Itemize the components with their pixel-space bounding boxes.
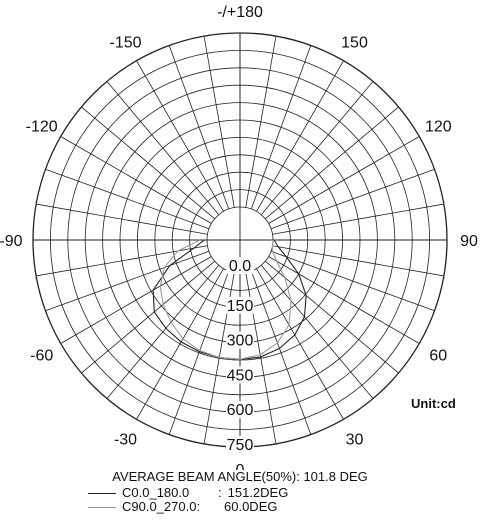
intensity-curves: [152, 239, 307, 360]
angle-label: 90: [460, 233, 478, 250]
series-curve-c90-270: [159, 239, 292, 360]
radial-tick-label: 150: [227, 298, 254, 315]
legend-swatch-c90-270: [88, 506, 116, 508]
legend: C0.0_180.0 : 151.2DEG C90.0_270.0: 60.0D…: [88, 486, 288, 514]
grid-spoke: [272, 203, 444, 235]
angle-label: -90: [0, 233, 23, 250]
grid-spoke: [260, 81, 374, 215]
legend-separator: :: [218, 485, 222, 500]
tick-label-backdrop: [226, 436, 254, 453]
polar-intensity-chart: 0 30 60 90 120 150 -/+180 -150 -120 -90 -60 -30 0.0…: [0, 4, 478, 470]
angle-label: 0: [236, 462, 245, 470]
grid-spoke: [260, 265, 374, 399]
grid-spoke: [45, 168, 210, 230]
radial-tick-label: 0.0: [229, 258, 251, 275]
legend-swatch-c0-180: [88, 492, 116, 494]
grid-spoke: [272, 245, 444, 277]
grid-spoke: [81, 106, 215, 220]
grid-spoke: [203, 36, 235, 208]
grid-spoke: [245, 36, 277, 208]
grid-spoke: [106, 81, 220, 215]
angle-label: 60: [429, 348, 447, 365]
legend-value: 151.2DEG: [227, 485, 289, 500]
angle-label: -60: [30, 348, 53, 365]
grid-spoke: [45, 250, 210, 312]
grid-spoke: [265, 260, 399, 374]
angle-label: 120: [425, 119, 452, 136]
grid-spoke: [250, 45, 312, 210]
grid-spoke: [81, 260, 215, 374]
radial-tick-label: 300: [227, 333, 254, 350]
radial-tick-labels: 0.0 150 300 450 600 750: [226, 257, 254, 454]
grid-spoke: [270, 168, 435, 230]
grid-spoke: [250, 270, 312, 435]
tick-label-backdrop: [226, 296, 254, 314]
grid-spoke: [270, 250, 435, 312]
grid-spoke: [136, 268, 224, 420]
grid-spoke: [60, 136, 212, 224]
grid-spoke: [168, 45, 230, 210]
grid-spoke: [60, 256, 212, 344]
grid-spoke: [268, 136, 420, 224]
radial-tick-label: 450: [227, 367, 254, 384]
legend-item-c90-270: C90.0_270.0: 60.0DEG: [88, 500, 288, 514]
angle-labels: 0 30 60 90 120 150 -/+180 -150 -120 -90 -60 -30: [0, 4, 478, 470]
grid-spoke: [265, 106, 399, 220]
angle-label: 150: [341, 35, 368, 52]
tick-label-backdrop: [226, 331, 254, 349]
tick-label-backdrop: [226, 401, 254, 419]
legend-value: 60.0DEG: [224, 499, 278, 514]
radial-tick-label: 600: [227, 402, 254, 419]
average-beam-angle: AVERAGE BEAM ANGLE(50%): 101.8 DEG: [112, 469, 368, 484]
angle-label: -120: [26, 119, 58, 136]
unit-label: Unit:cd: [411, 396, 456, 411]
legend-item-c0-180: C0.0_180.0 : 151.2DEG: [88, 486, 288, 500]
grid-spoke: [36, 203, 208, 235]
angle-label: -/+180: [217, 4, 263, 21]
legend-label: C0.0_180.0: [122, 485, 190, 500]
angle-label: -30: [114, 431, 137, 448]
angular-spokes: [33, 33, 447, 447]
angle-label: 30: [346, 431, 364, 448]
tick-label-backdrop: [226, 366, 254, 384]
grid-spoke: [256, 60, 344, 212]
tick-label-backdrop: [226, 257, 254, 274]
angle-label: -150: [109, 35, 141, 52]
grid-spoke: [168, 270, 230, 435]
grid-spoke: [256, 268, 344, 420]
grid-spoke: [106, 265, 220, 399]
grid-spoke: [268, 256, 420, 344]
grid-spoke: [136, 60, 224, 212]
legend-label: C90.0_270.0:: [122, 499, 201, 514]
radial-tick-label: 750: [227, 437, 254, 454]
